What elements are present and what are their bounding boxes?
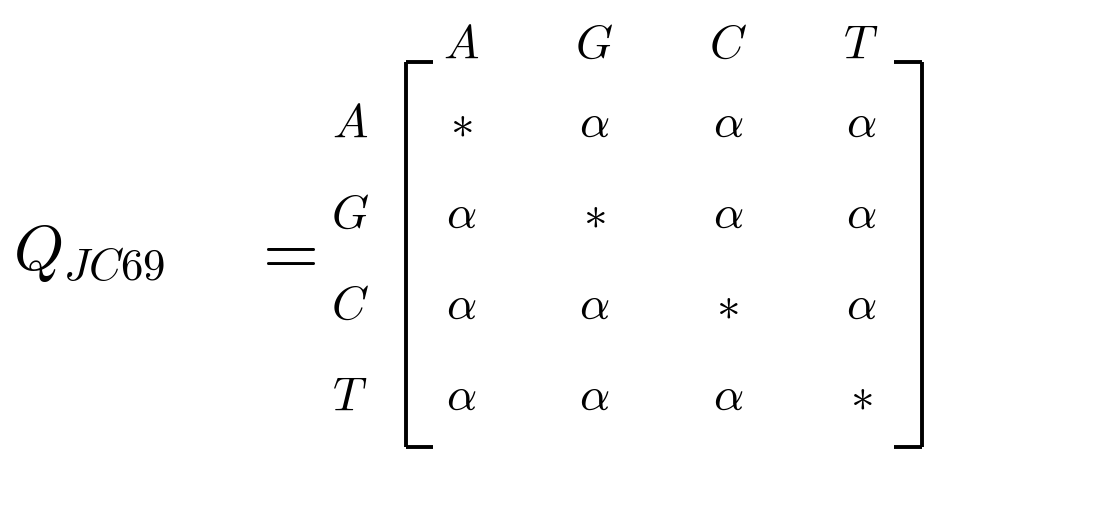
Text: $*$: $*$ [583, 192, 605, 237]
Text: $\alpha$: $\alpha$ [712, 192, 743, 237]
Text: $C$: $C$ [331, 283, 369, 328]
Text: $G$: $G$ [331, 192, 369, 237]
Text: $\alpha$: $\alpha$ [845, 192, 877, 237]
Text: $=$: $=$ [250, 217, 317, 288]
Text: $A$: $A$ [443, 23, 479, 68]
Text: $\alpha$: $\alpha$ [446, 374, 477, 419]
Text: $\alpha$: $\alpha$ [579, 283, 610, 328]
Text: $T$: $T$ [843, 23, 879, 68]
Text: $C$: $C$ [709, 23, 747, 68]
Text: $\alpha$: $\alpha$ [579, 374, 610, 419]
Text: $\alpha$: $\alpha$ [446, 192, 477, 237]
Text: $\alpha$: $\alpha$ [579, 101, 610, 146]
Text: $G$: $G$ [575, 23, 613, 68]
Text: $*$: $*$ [850, 374, 872, 419]
Text: $*$: $*$ [717, 283, 739, 328]
Text: $\alpha$: $\alpha$ [712, 101, 743, 146]
Text: $A$: $A$ [332, 101, 368, 146]
Text: $*$: $*$ [450, 101, 472, 146]
Text: $T$: $T$ [332, 374, 368, 419]
Text: $\alpha$: $\alpha$ [446, 283, 477, 328]
Text: $\alpha$: $\alpha$ [712, 374, 743, 419]
Text: $\alpha$: $\alpha$ [845, 283, 877, 328]
Text: $\alpha$: $\alpha$ [845, 101, 877, 146]
Text: $Q_{JC69}$: $Q_{JC69}$ [13, 222, 164, 283]
